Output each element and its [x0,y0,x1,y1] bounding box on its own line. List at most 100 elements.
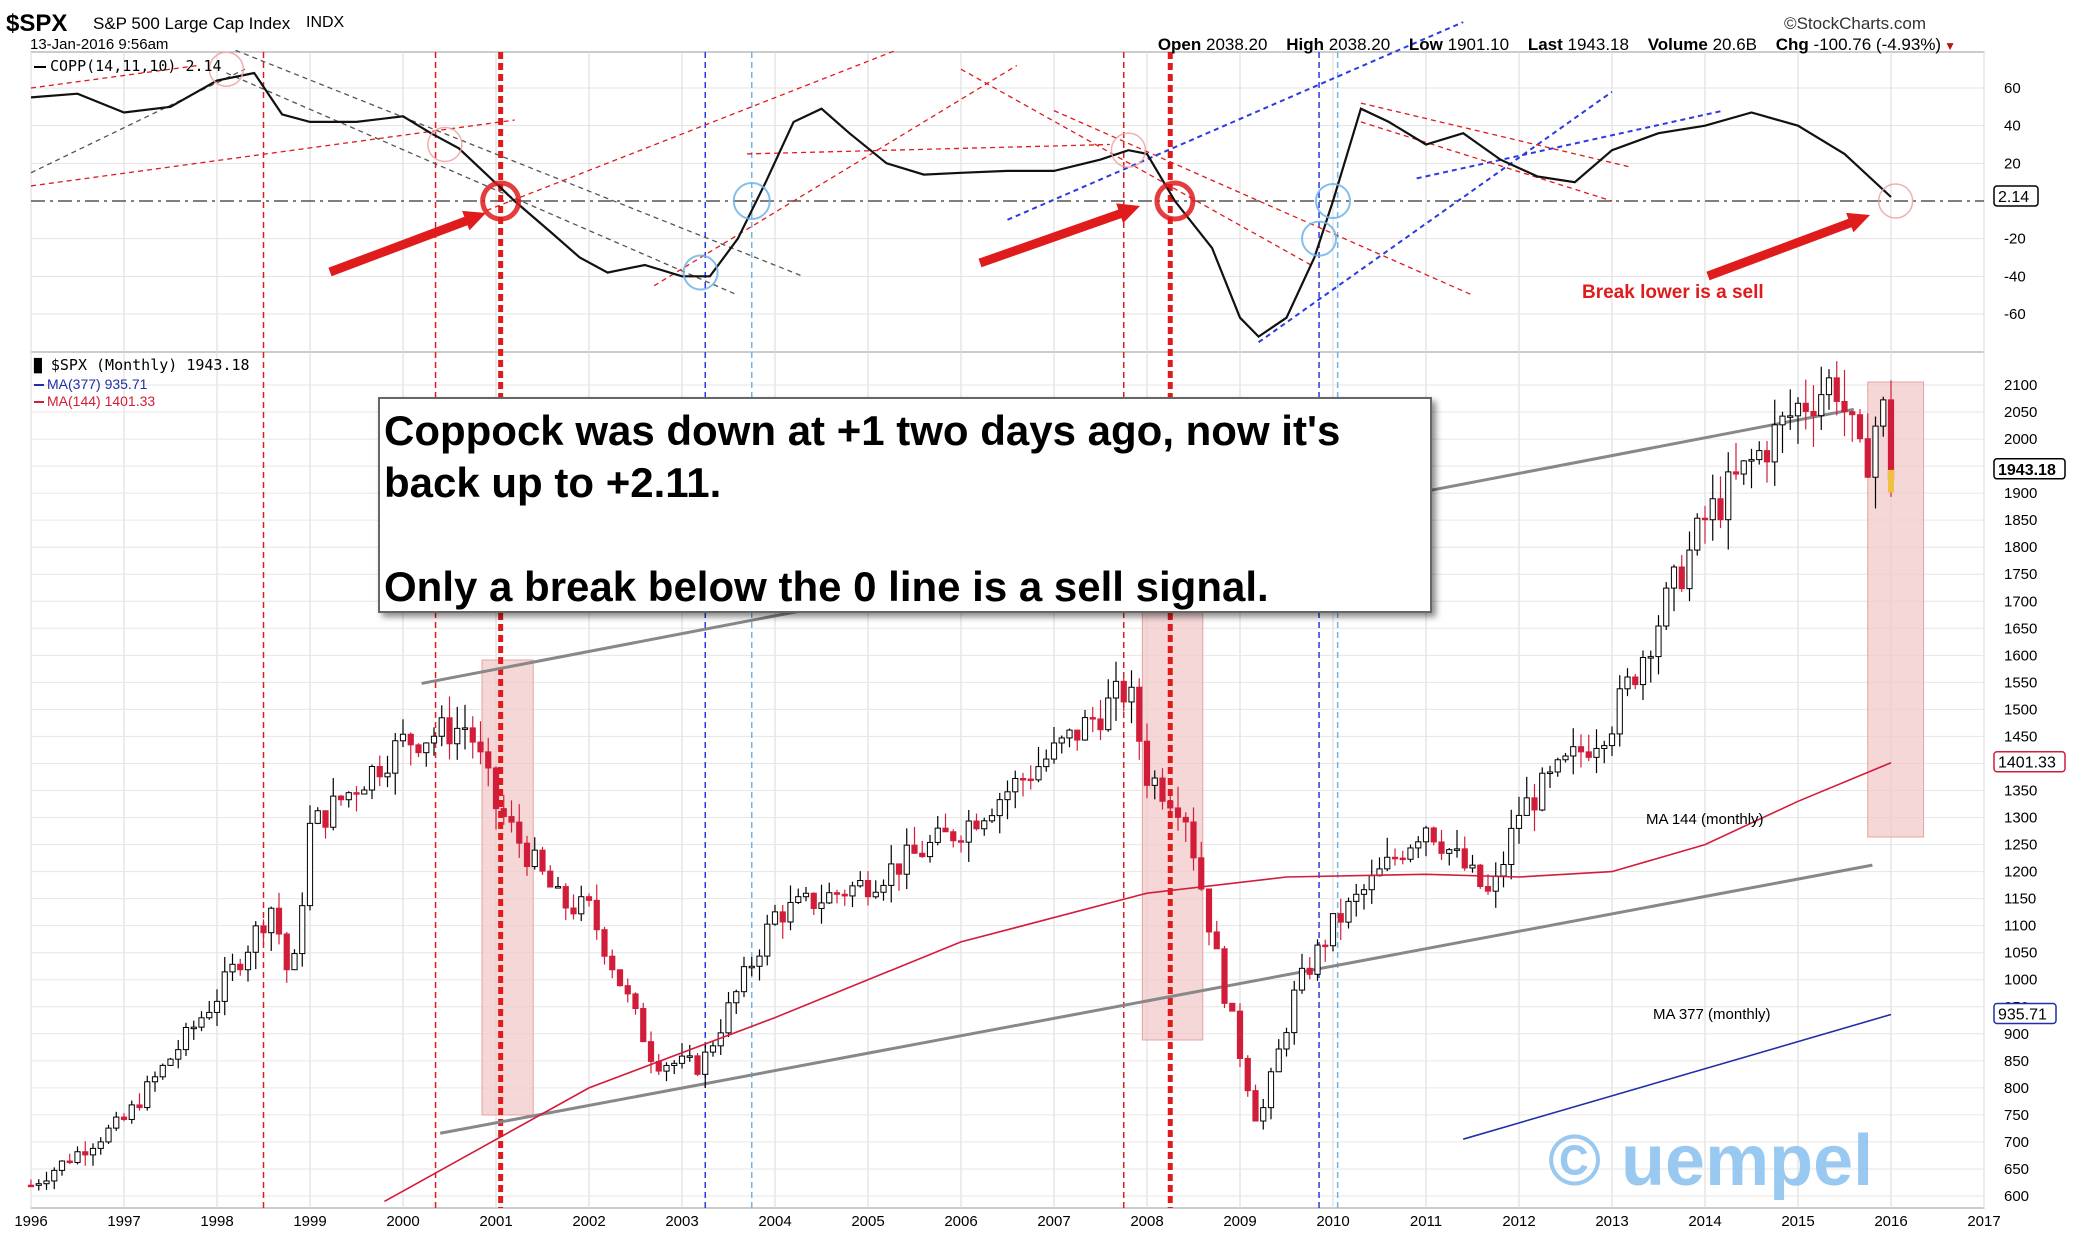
signal-arrow-shaft [1706,215,1860,281]
break-lower-label: Break lower is a sell [1582,282,1764,303]
callout-line-1: Coppock was down at +1 two days ago, now… [384,407,1341,454]
candle-body [190,1026,197,1030]
chart-exchange: INDX [306,14,345,31]
x-tick-label: 2016 [1874,1213,1907,1230]
price-legend-text: $SPX (Monthly) 1943.18 [50,356,250,374]
signal-circle [427,126,463,163]
price-tick-label: 1200 [2004,864,2037,881]
candle-body [1105,697,1112,731]
candle-body [1151,777,1158,786]
candle-body [368,765,376,791]
candle-body [35,1183,42,1186]
candle-body [361,789,368,795]
volume-label: Volume [1647,35,1708,54]
candle-body [1058,737,1065,744]
signal-circle [732,182,771,220]
open-value: 2038.20 [1206,35,1268,54]
candle-body [1531,797,1538,811]
candle-body [640,1008,647,1043]
price-tick-label: 2000 [2004,431,2037,448]
stockcharts-credit[interactable]: ©StockCharts.com [1784,14,1926,33]
price-tick-label: 600 [2004,1188,2029,1205]
last-value-tag-box [1993,458,2066,480]
candle-body [430,735,438,744]
candle-body [345,792,352,801]
high-value: 2038.20 [1328,35,1391,54]
x-tick-label: 1996 [14,1213,47,1230]
candle-body [1407,847,1414,860]
x-tick-label: 2010 [1316,1213,1349,1230]
copp-tick-label: 20 [2004,155,2021,172]
ma377-swatch [34,384,44,387]
candle-body [1322,944,1329,948]
candle-body [1136,686,1143,742]
x-tick-label: 2015 [1781,1213,1814,1230]
candle-body [244,951,252,971]
candle-body [934,827,941,843]
candle-body [446,717,453,745]
candle-body [1174,807,1182,818]
down-triangle-icon: ▼ [1944,39,1956,53]
candle-body [1074,729,1081,741]
candle-body [911,844,918,854]
candle-body [1562,755,1569,761]
warning-shade-zone [481,659,534,1116]
candle-body [1841,400,1848,413]
signal-circle [1877,183,1914,219]
candle-body [1306,967,1313,975]
candle-body [353,792,360,795]
candle-body [159,1064,166,1078]
candle-body [1089,717,1096,720]
signal-arrow-shaft [978,206,1130,268]
candle-body [926,841,934,858]
candle-body [1081,717,1089,741]
price-tick-label: 1450 [2004,728,2037,745]
price-tick-label: 2100 [2004,377,2037,394]
annotation-callout: Coppock was down at +1 two days ago, now… [378,397,1432,613]
candle-body [1725,471,1732,521]
copp-trendline [1360,102,1631,168]
candle-body [1593,747,1600,758]
candle-body [1740,460,1747,475]
candle-body [1190,821,1197,859]
copp-value-tag-text: 2.14 [1998,189,2029,206]
candle-body [1608,733,1616,747]
signal-circle [1315,183,1351,219]
trend-lines [30,21,1873,1135]
candle-body [1802,402,1809,412]
candle-body [151,1076,159,1083]
candle-body [469,727,476,743]
open-label: Open [1157,35,1202,54]
candle-body [895,863,903,875]
candle-body [221,971,228,1002]
candle-body [764,923,771,957]
candle-body [1213,931,1220,950]
x-tick-label: 2002 [572,1213,605,1230]
x-tick-label: 2007 [1037,1213,1070,1230]
candle-body [694,1055,701,1075]
candle-body [1694,517,1701,551]
candle-body [671,1062,678,1066]
candle-body [1438,841,1445,854]
ma144-swatch [34,401,44,404]
candle-body [756,955,763,967]
candle-body [1825,377,1833,396]
candle-body [632,993,639,1010]
candle-legend-icon: █ [34,359,42,374]
chart-description: S&P 500 Large Cap Index [93,14,291,33]
candle-body [1415,841,1422,849]
price-tick-label: 1300 [2004,810,2037,827]
candle-body [1097,718,1104,731]
candle-body [1019,777,1027,781]
candle-body [547,870,554,888]
candle-body [477,741,484,753]
candle-body [1167,800,1174,809]
candle-body [1422,827,1430,843]
copp-trendline [653,64,1018,287]
price-tick-label: 1150 [2004,891,2036,908]
candle-body [942,827,949,833]
candle-body [213,1000,221,1013]
price-tick-label: 1100 [2004,918,2036,935]
candle-body [1430,827,1437,843]
candle-body [1686,549,1693,590]
